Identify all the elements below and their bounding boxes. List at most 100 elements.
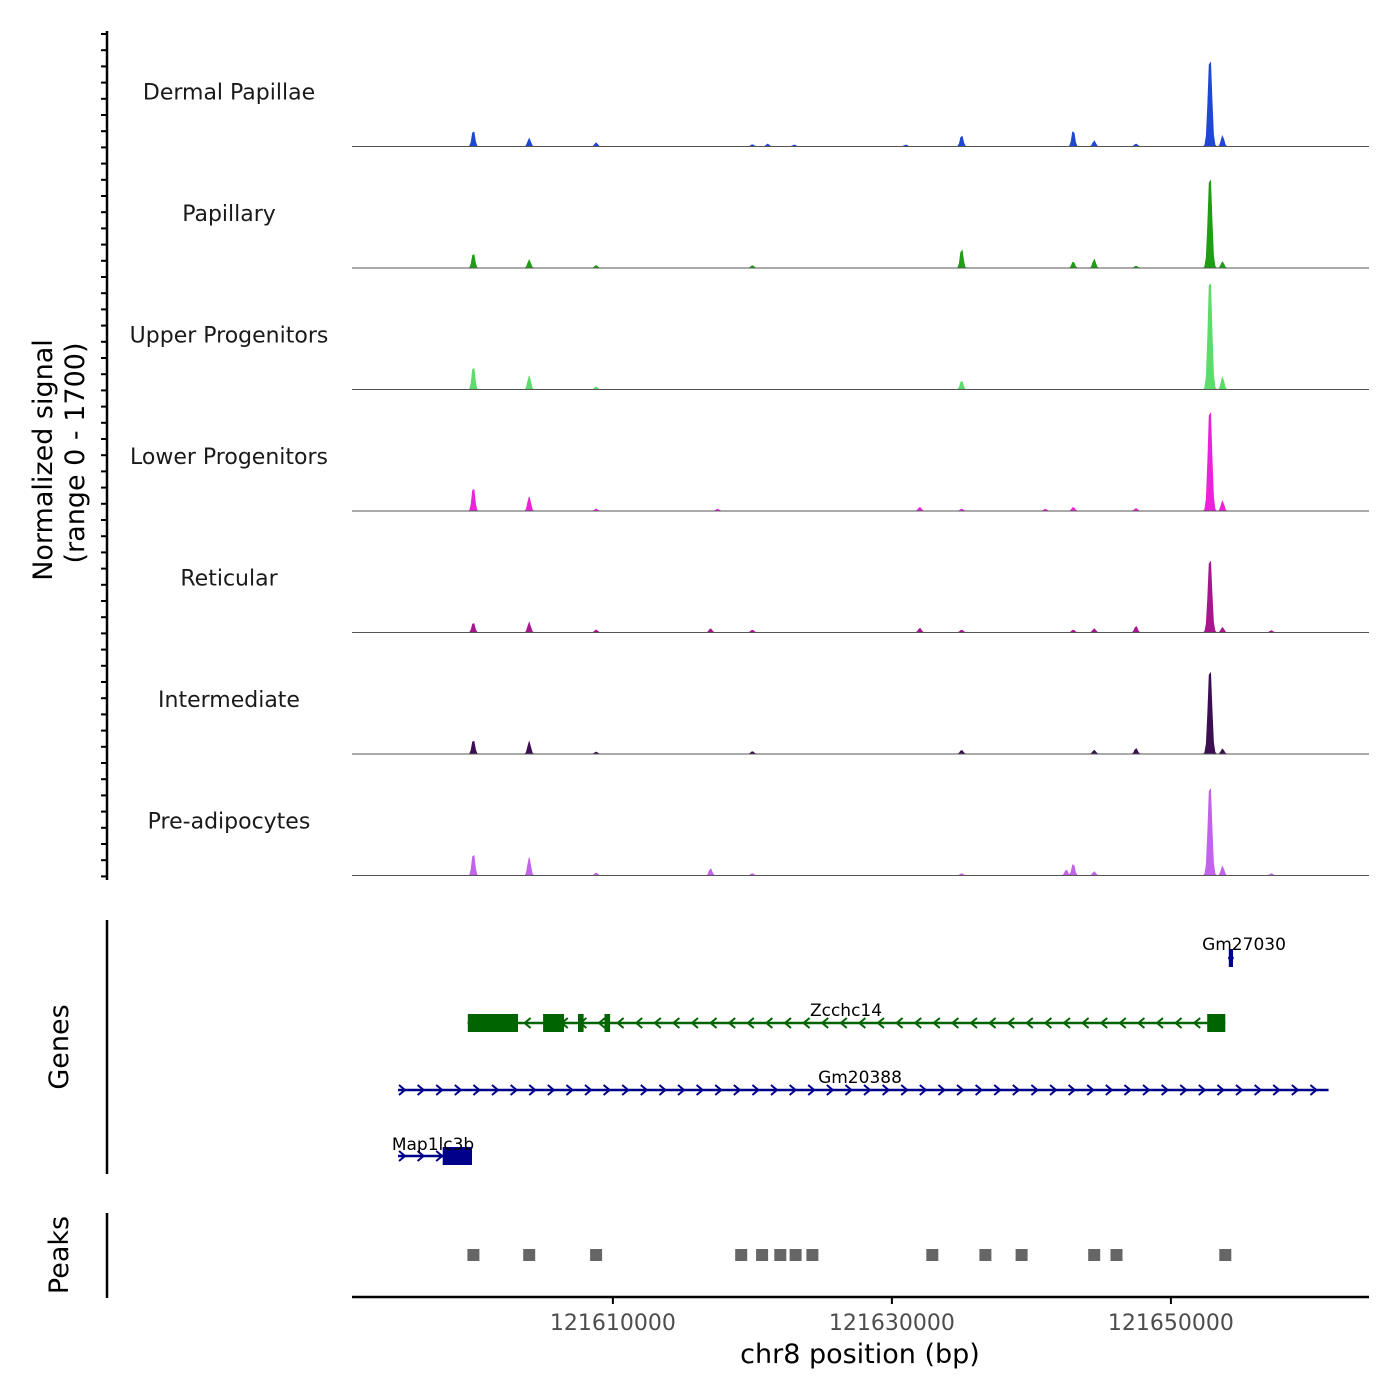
peak-region xyxy=(774,1249,787,1261)
genes-panel: Gm27030 Zcchc14 Gm20388 Map1lc3b xyxy=(392,935,1329,1165)
peak-region xyxy=(806,1249,819,1261)
strand-arrow xyxy=(876,1017,885,1029)
gene-gm27030: Gm27030 xyxy=(1202,935,1286,967)
strand-arrow xyxy=(839,1017,848,1029)
peak-region xyxy=(789,1249,802,1261)
strand-arrow xyxy=(895,1017,904,1029)
strand-arrow xyxy=(863,1084,872,1096)
peak-region xyxy=(1219,1249,1232,1261)
track-label: Upper Progenitors xyxy=(130,324,329,349)
strand-arrow xyxy=(1086,1084,1095,1096)
strand-arrow xyxy=(547,1084,556,1096)
gene-gm20388: Gm20388 xyxy=(398,1068,1329,1096)
coverage-area xyxy=(352,788,1369,876)
strand-arrow xyxy=(709,1017,718,1029)
strand-arrow xyxy=(1309,1084,1318,1096)
track-pre-adipocytes: Pre-adipocytes xyxy=(148,788,1369,876)
strand-arrow xyxy=(523,1017,532,1029)
strand-arrow xyxy=(1160,1084,1170,1096)
track-label: Lower Progenitors xyxy=(130,445,328,470)
exon xyxy=(1228,949,1233,967)
strand-arrow xyxy=(826,1084,835,1096)
strand-arrow xyxy=(1105,1084,1114,1096)
strand-arrow xyxy=(416,1150,426,1162)
strand-arrow xyxy=(714,1084,723,1096)
strand-arrow xyxy=(695,1084,705,1096)
strand-arrow xyxy=(844,1084,853,1096)
coverage-tracks: Dermal Papillae Papillary Upper Progenitor… xyxy=(130,61,1369,876)
track-label: Intermediate xyxy=(158,688,300,713)
strand-arrow xyxy=(1118,1017,1127,1029)
coverage-area xyxy=(352,411,1369,512)
peak-region xyxy=(523,1249,536,1261)
strand-arrow xyxy=(1174,1017,1183,1029)
peak-region xyxy=(735,1249,748,1261)
peak-region xyxy=(1088,1249,1101,1261)
strand-arrow xyxy=(472,1084,481,1096)
strand-arrow xyxy=(751,1084,760,1096)
exon xyxy=(578,1014,584,1032)
strand-arrow xyxy=(783,1017,792,1029)
strand-arrow xyxy=(900,1084,909,1096)
strand-arrow xyxy=(1012,1084,1021,1096)
track-reticular: Reticular xyxy=(180,560,1369,633)
strand-arrow xyxy=(1025,1017,1034,1029)
track-label: Papillary xyxy=(182,202,276,227)
strand-arrow xyxy=(820,1017,829,1029)
strand-arrow xyxy=(658,1084,667,1096)
strand-arrow xyxy=(1049,1084,1058,1096)
x-axis-title: chr8 position (bp) xyxy=(740,1339,980,1370)
strand-arrow xyxy=(1142,1084,1151,1096)
strand-arrow xyxy=(634,1017,643,1029)
peak-region xyxy=(467,1249,480,1261)
strand-arrow xyxy=(988,1017,997,1029)
exon xyxy=(604,1014,611,1032)
x-tick-label: 121630000 xyxy=(829,1311,955,1336)
gene-label: Zcchc14 xyxy=(810,1001,882,1021)
exon xyxy=(543,1014,564,1032)
strand-arrow xyxy=(993,1084,1002,1096)
strand-arrow xyxy=(1099,1017,1108,1029)
strand-arrow xyxy=(764,1017,774,1029)
exon xyxy=(467,1014,518,1032)
strand-arrow xyxy=(584,1084,593,1096)
strand-arrow xyxy=(1192,1017,1201,1029)
peak-region xyxy=(926,1249,939,1261)
strand-arrow xyxy=(509,1084,519,1096)
strand-arrow xyxy=(1081,1017,1090,1029)
exon xyxy=(442,1147,472,1165)
track-upper-progenitors: Upper Progenitors xyxy=(130,283,1369,390)
peak-region xyxy=(1110,1249,1123,1261)
strand-arrow xyxy=(932,1017,941,1029)
strand-arrow xyxy=(677,1084,686,1096)
strand-arrow xyxy=(956,1084,965,1096)
strand-arrow xyxy=(919,1084,928,1096)
peak-region xyxy=(756,1249,769,1261)
track-label: Reticular xyxy=(180,567,278,592)
strand-arrow xyxy=(857,1017,867,1029)
strand-arrow xyxy=(1043,1017,1053,1029)
strand-arrow xyxy=(616,1017,625,1029)
peak-region xyxy=(590,1249,603,1261)
strand-arrow xyxy=(1235,1084,1244,1096)
strand-arrow xyxy=(770,1084,779,1096)
gene-label: Gm27030 xyxy=(1202,935,1286,955)
strand-arrow xyxy=(1291,1084,1300,1096)
strand-arrow xyxy=(528,1084,537,1096)
gene-label: Gm20388 xyxy=(818,1068,902,1088)
strand-arrow xyxy=(621,1084,630,1096)
coverage-area xyxy=(352,560,1369,633)
coverage-area xyxy=(352,671,1369,755)
peak-region xyxy=(979,1249,992,1261)
strand-arrow xyxy=(416,1084,426,1096)
strand-arrow xyxy=(974,1084,984,1096)
peak-region xyxy=(1015,1249,1028,1261)
strand-arrow xyxy=(937,1084,946,1096)
strand-arrow xyxy=(1123,1084,1132,1096)
track-papillary: Papillary xyxy=(182,179,1369,269)
coverage-area xyxy=(352,179,1369,269)
coverage-area xyxy=(352,61,1369,147)
genes-axis-title: Genes xyxy=(44,1004,75,1089)
track-dermal-papillae: Dermal Papillae xyxy=(143,61,1369,147)
